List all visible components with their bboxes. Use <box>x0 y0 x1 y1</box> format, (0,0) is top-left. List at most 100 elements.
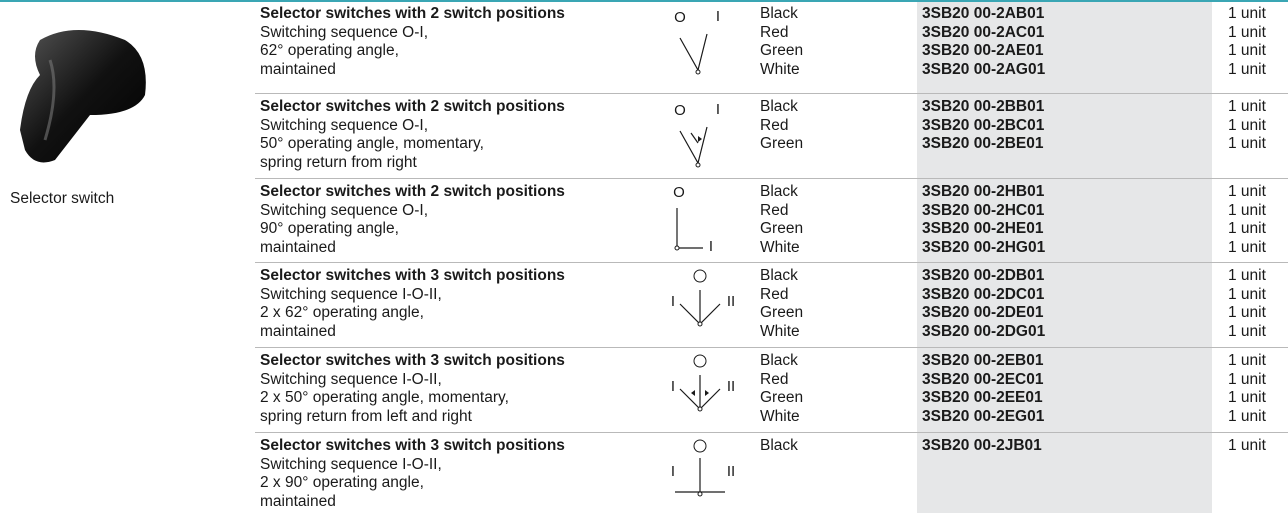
symbol-pivot <box>697 491 703 497</box>
image-caption: Selector switch <box>10 190 115 207</box>
order-number: 3SB20 00-2HC01 <box>922 201 1045 219</box>
unit: 1 unit <box>1228 23 1266 41</box>
symbol-label: I <box>671 378 675 395</box>
unit: 1 unit <box>1228 5 1266 22</box>
symbol-label: O <box>674 102 686 119</box>
unit: 1 unit <box>1228 322 1266 340</box>
row-description: spring return from left and right <box>260 407 472 425</box>
order-number: 3SB20 00-2HE01 <box>922 220 1044 237</box>
symbol-label: O <box>673 184 685 201</box>
row-title: Selector switches with 2 switch position… <box>260 183 565 200</box>
symbol-label: I <box>716 101 720 118</box>
unit: 1 unit <box>1228 285 1266 303</box>
symbol-pivot <box>695 162 701 168</box>
row-separator <box>255 347 1288 348</box>
product-image <box>20 30 146 163</box>
symbol-pivot <box>697 321 703 327</box>
row-title: Selector switches with 3 switch position… <box>260 267 565 284</box>
order-number: 3SB20 00-2AB01 <box>922 5 1045 22</box>
row-separator <box>255 262 1288 263</box>
color: Black <box>760 5 798 22</box>
symbol-pivot <box>674 245 680 251</box>
row-description: Switching sequence O-I, <box>260 116 429 134</box>
row-description: Switching sequence I-O-II, <box>260 455 442 473</box>
row-description: 62° operating angle, <box>260 42 399 59</box>
color: Red <box>760 116 789 134</box>
row-description: Switching sequence I-O-II, <box>260 285 442 303</box>
color: Black <box>760 437 798 454</box>
row-title: Selector switches with 3 switch position… <box>260 352 565 369</box>
top-rule <box>0 0 1288 2</box>
row-description: maintained <box>260 322 336 340</box>
order-number: 3SB20 00-2AG01 <box>922 60 1046 78</box>
order-number: 3SB20 00-2AE01 <box>922 42 1044 59</box>
switch-symbol: I II <box>671 439 735 497</box>
unit: 1 unit <box>1228 437 1266 454</box>
row-description: maintained <box>260 492 336 510</box>
order-number: 3SB20 00-2BC01 <box>922 116 1045 134</box>
color: Black <box>760 98 798 115</box>
symbol-label: II <box>727 463 735 480</box>
row-description: 2 x 62° operating angle, <box>260 304 424 321</box>
color: White <box>760 60 800 78</box>
symbol-label: I <box>709 238 713 255</box>
order-number: 3SB20 00-2HG01 <box>922 238 1046 256</box>
unit: 1 unit <box>1228 352 1266 369</box>
color: Green <box>760 135 804 152</box>
symbol-arrow <box>705 390 709 396</box>
order-number: 3SB20 00-2DB01 <box>922 267 1045 284</box>
order-column-bg <box>917 0 1212 513</box>
symbol-line <box>676 208 703 249</box>
order-number: 3SB20 00-2EE01 <box>922 389 1043 406</box>
color: Red <box>760 23 789 41</box>
order-number: 3SB20 00-2DC01 <box>922 285 1045 303</box>
symbol-arrow <box>691 390 695 396</box>
switch-symbol: I II <box>671 269 735 327</box>
unit: 1 unit <box>1228 135 1266 152</box>
row-separator <box>255 178 1288 179</box>
row-title: Selector switches with 2 switch position… <box>260 5 565 22</box>
unit: 1 unit <box>1228 116 1266 134</box>
symbol-label: O <box>674 9 686 26</box>
row-separator <box>255 93 1288 94</box>
unit: 1 unit <box>1228 389 1266 406</box>
symbol-line <box>690 132 699 144</box>
row-description: maintained <box>260 60 336 78</box>
color: Black <box>760 267 798 284</box>
row-title: Selector switches with 3 switch position… <box>260 437 565 454</box>
row-title: Selector switches with 2 switch position… <box>260 98 565 115</box>
unit: 1 unit <box>1228 407 1266 425</box>
symbol-arrow <box>698 136 702 142</box>
switch-symbol: OI <box>673 184 713 255</box>
row-description: 2 x 50° operating angle, momentary, <box>260 389 509 406</box>
order-number: 3SB20 00-2JB01 <box>922 437 1042 454</box>
order-number: 3SB20 00-2AC01 <box>922 23 1045 41</box>
symbol-line <box>679 126 708 165</box>
color: Green <box>760 220 804 237</box>
color: Black <box>760 352 798 369</box>
symbol-pivot <box>697 406 703 412</box>
row-description: Switching sequence O-I, <box>260 201 429 219</box>
color: Green <box>760 304 804 321</box>
row-description: spring return from right <box>260 153 417 171</box>
order-number: 3SB20 00-2DE01 <box>922 304 1044 321</box>
row-description: Switching sequence I-O-II, <box>260 370 442 388</box>
symbol-o <box>693 354 707 368</box>
unit: 1 unit <box>1228 370 1266 388</box>
row-description: 90° operating angle, <box>260 220 399 237</box>
color: Black <box>760 183 798 200</box>
color: Red <box>760 201 789 219</box>
symbol-o <box>693 269 707 283</box>
color: White <box>760 407 800 425</box>
color: White <box>760 238 800 256</box>
symbol-label: I <box>671 293 675 310</box>
order-number: 3SB20 00-2HB01 <box>922 183 1045 200</box>
color: Green <box>760 42 804 59</box>
order-number: 3SB20 00-2DG01 <box>922 322 1046 340</box>
symbol-o <box>693 439 707 453</box>
symbol-label: II <box>727 293 735 310</box>
color: Green <box>760 389 804 406</box>
